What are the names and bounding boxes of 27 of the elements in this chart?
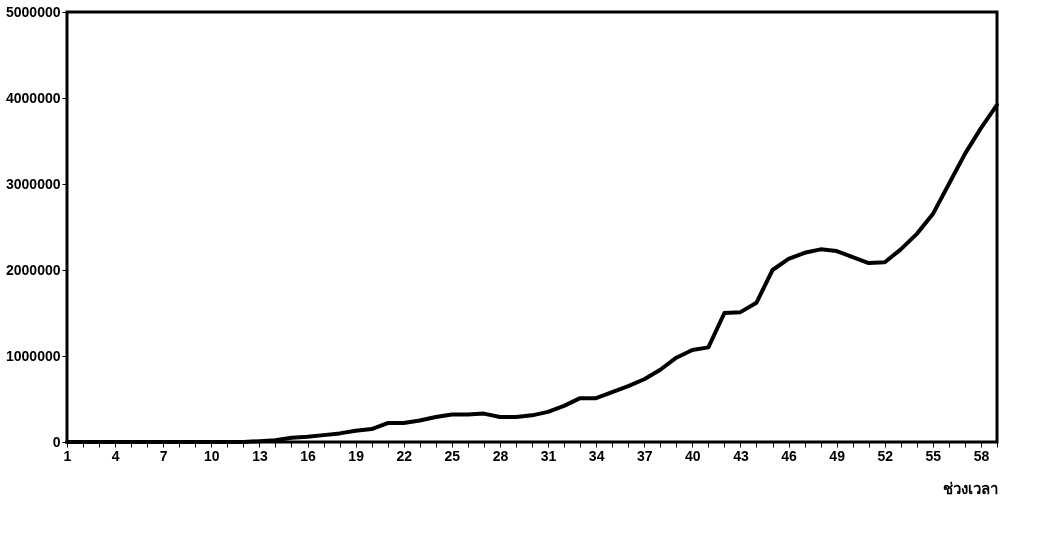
x-tick-label: 1 [63, 447, 72, 464]
x-tick-label: 4 [111, 447, 120, 464]
y-tick-label: 5000000 [5, 3, 61, 20]
x-tick-label: 19 [348, 447, 365, 464]
x-tick-label: 16 [300, 447, 317, 464]
x-tick-label: 25 [444, 447, 461, 464]
x-tick-label: 43 [733, 447, 749, 464]
y-tick-label: 3000000 [5, 175, 61, 192]
y-tick-label: 0 [52, 433, 61, 450]
y-tick-label: 2000000 [5, 261, 61, 278]
x-tick-label: 37 [636, 447, 653, 464]
x-tick-label: 40 [685, 447, 701, 464]
x-tick-label: 31 [540, 447, 557, 464]
x-tick-label: 52 [877, 447, 894, 464]
x-tick-label: 55 [925, 447, 942, 464]
x-tick-label: 22 [396, 447, 413, 464]
x-tick-label: 58 [973, 447, 990, 464]
x-tick-label: 7 [159, 447, 168, 464]
y-tick-label: 1000000 [5, 347, 61, 364]
x-tick-label: 13 [252, 447, 268, 464]
x-tick-label: 34 [588, 447, 605, 464]
x-tick-label: 10 [204, 447, 220, 464]
x-tick-label: 46 [781, 447, 798, 464]
x-tick-label: 49 [829, 447, 846, 464]
y-tick-label: 4000000 [5, 89, 61, 106]
x-tick-label: 28 [492, 447, 509, 464]
x-axis-title: ช่วงเวลา [942, 479, 998, 497]
